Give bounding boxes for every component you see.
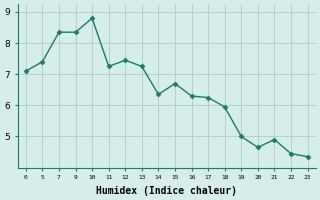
X-axis label: Humidex (Indice chaleur): Humidex (Indice chaleur) xyxy=(96,186,237,196)
